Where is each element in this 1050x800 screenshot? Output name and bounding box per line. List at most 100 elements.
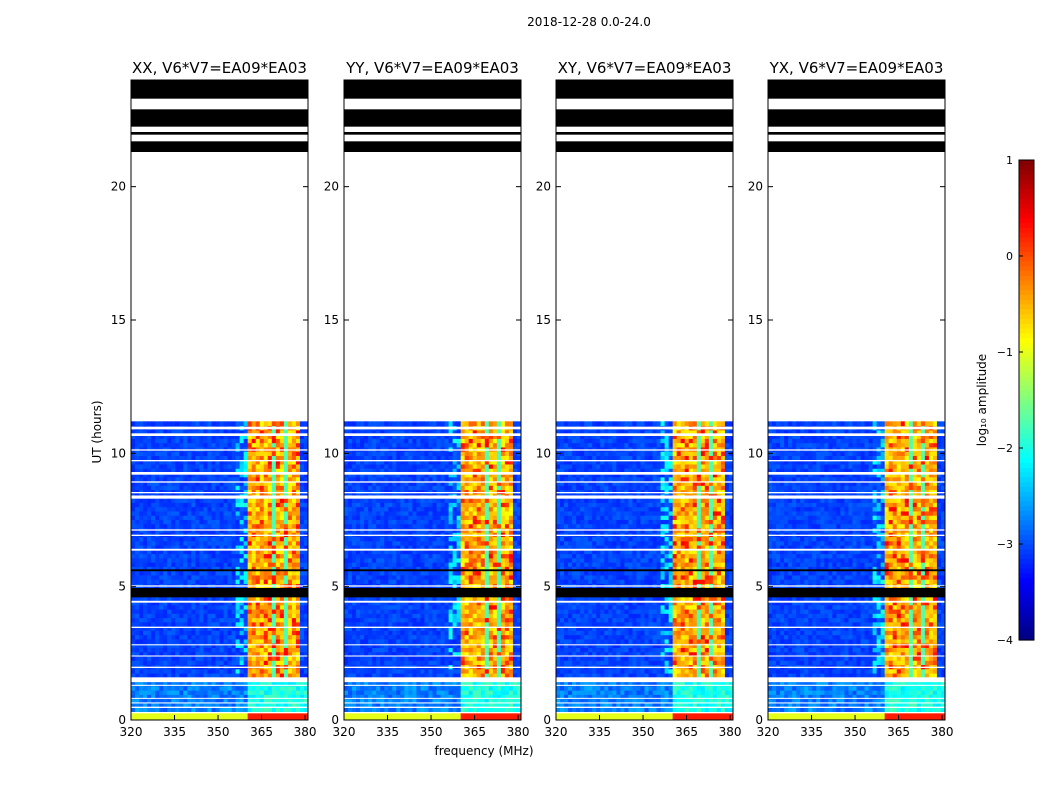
spectrogram-cell	[175, 476, 180, 482]
spectrogram-cell	[500, 613, 506, 619]
spectrogram-cell	[243, 715, 249, 721]
spectrogram-cell	[183, 429, 188, 435]
spectrogram-cell	[492, 707, 498, 712]
spectrogram-cell	[275, 442, 281, 448]
spectrogram-cell	[267, 429, 273, 435]
spectrogram-cell	[388, 596, 393, 602]
spectrogram-cell	[207, 668, 212, 674]
spectrogram-cell	[400, 707, 405, 712]
spectrogram-cell	[163, 489, 168, 495]
spectrogram-cell	[199, 566, 204, 572]
spectrogram-cell	[135, 656, 140, 661]
spectrogram-image	[131, 80, 309, 721]
spectrogram-cell	[251, 523, 257, 529]
spectrogram-cell	[175, 707, 180, 712]
spectrogram-cell	[380, 638, 385, 644]
spectrogram-cell	[159, 702, 164, 708]
spectrogram-cell	[408, 702, 413, 708]
spectrogram-cell	[416, 621, 421, 627]
spectrogram-cell	[432, 570, 438, 576]
spectrogram-cell	[271, 549, 277, 555]
spectrogram-cell	[155, 489, 160, 495]
spectrogram-cell	[496, 668, 502, 674]
spectrogram-cell	[388, 626, 393, 631]
spectrogram-cell	[287, 446, 293, 452]
spectrogram-cell	[283, 536, 289, 542]
spectrogram-cell	[468, 549, 474, 555]
spectrogram-cell	[380, 702, 385, 708]
spectrogram-cell	[179, 651, 184, 657]
spectrogram-cell	[131, 715, 136, 721]
spectrogram-cell	[456, 702, 462, 708]
spectrogram-cell	[247, 481, 253, 486]
spectrogram-cell	[263, 673, 269, 678]
spectrogram-cell	[412, 711, 417, 717]
spectrogram-cell	[243, 604, 249, 610]
spectrogram-cell	[504, 702, 510, 708]
spectrogram-cell	[303, 523, 309, 529]
spectrogram-cell	[344, 647, 349, 653]
spectrogram-cell	[227, 621, 233, 627]
spectrogram-cell	[175, 421, 180, 427]
spectrogram-cell	[303, 685, 309, 691]
spectrogram-cell	[199, 421, 204, 427]
spectrogram-cell	[227, 609, 233, 614]
spectrogram-cell	[255, 656, 261, 661]
spectrogram-cell	[392, 690, 397, 695]
spectrogram-cell	[175, 570, 180, 576]
spectrogram-cell	[352, 647, 357, 653]
spectrogram-cell	[275, 681, 281, 687]
spectrogram-cell	[251, 574, 257, 580]
spectrogram-cell	[179, 574, 184, 580]
spectrogram-cell	[384, 681, 389, 687]
spectrogram-cell	[175, 600, 180, 606]
spectrogram-cell	[452, 630, 458, 636]
spectrogram-cell	[167, 421, 172, 427]
spectrogram-cell	[496, 707, 502, 712]
spectrogram-cell	[159, 464, 164, 469]
spectrogram-cell	[476, 604, 482, 610]
spectrogram-cell	[344, 673, 349, 678]
spectrogram-cell	[195, 574, 200, 580]
spectrogram-cell	[199, 562, 204, 567]
spectrogram-cell	[243, 459, 249, 465]
spectrogram-cell	[247, 498, 253, 503]
spectrogram-cell	[171, 643, 176, 648]
spectrogram-cell	[303, 442, 309, 448]
spectrogram-cell	[348, 609, 353, 614]
spectrogram-cell	[163, 694, 168, 700]
spectrogram-cell	[416, 681, 421, 687]
spectrogram-cell	[488, 685, 494, 691]
spectrogram-cell	[460, 566, 466, 572]
spectrogram-cell	[231, 570, 237, 576]
spectrogram-cell	[199, 673, 204, 678]
spectrogram-cell	[516, 656, 522, 661]
spectrogram-cell	[488, 600, 494, 606]
spectrogram-cell	[484, 711, 490, 717]
spectrogram-cell	[456, 630, 462, 636]
spectrogram-cell	[303, 549, 309, 555]
spectrogram-cell	[219, 634, 225, 640]
spectrogram-cell	[235, 553, 241, 559]
spectrogram-cell	[295, 600, 301, 606]
spectrogram-cell	[452, 643, 458, 648]
spectrogram-cell	[147, 638, 152, 644]
spectrogram-cell	[480, 579, 486, 584]
spectrogram-cell	[416, 540, 421, 546]
spectrogram-cell	[428, 604, 433, 610]
spectrogram-cell	[376, 545, 381, 550]
spectrogram-cell	[199, 613, 204, 619]
spectrogram-cell	[195, 707, 200, 712]
spectrogram-cell	[147, 604, 152, 610]
spectrogram-cell	[299, 647, 305, 653]
spectrogram-cell	[207, 638, 212, 644]
spectrogram-cell	[456, 549, 462, 555]
spectrogram-cell	[191, 502, 196, 508]
spectrogram-cell	[504, 540, 510, 546]
spectrogram-cell	[263, 438, 269, 444]
spectrogram-cell	[163, 536, 168, 542]
spectrogram-cell	[287, 673, 293, 678]
spectrogram-cell	[376, 690, 381, 695]
spectrogram-cell	[412, 566, 417, 572]
spectrogram-cell	[203, 673, 208, 678]
